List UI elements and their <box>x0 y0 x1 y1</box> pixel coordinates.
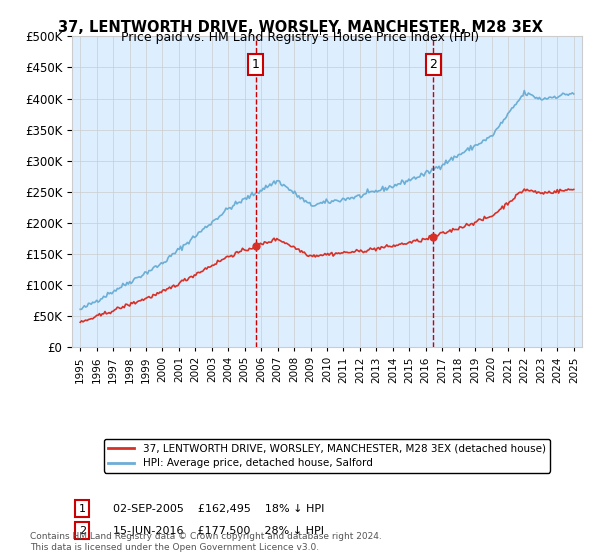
Text: Price paid vs. HM Land Registry's House Price Index (HPI): Price paid vs. HM Land Registry's House … <box>121 31 479 44</box>
Text: 1: 1 <box>252 58 260 71</box>
Text: 2: 2 <box>79 526 86 535</box>
Text: 2: 2 <box>430 58 437 71</box>
Text: 02-SEP-2005    £162,495    18% ↓ HPI: 02-SEP-2005 £162,495 18% ↓ HPI <box>113 504 324 514</box>
Legend: 37, LENTWORTH DRIVE, WORSLEY, MANCHESTER, M28 3EX (detached house), HPI: Average: 37, LENTWORTH DRIVE, WORSLEY, MANCHESTER… <box>104 439 550 473</box>
Text: Contains HM Land Registry data © Crown copyright and database right 2024.
This d: Contains HM Land Registry data © Crown c… <box>30 532 382 552</box>
Text: 37, LENTWORTH DRIVE, WORSLEY, MANCHESTER, M28 3EX: 37, LENTWORTH DRIVE, WORSLEY, MANCHESTER… <box>58 20 542 35</box>
Text: 1: 1 <box>79 504 86 514</box>
Text: 15-JUN-2016    £177,500    28% ↓ HPI: 15-JUN-2016 £177,500 28% ↓ HPI <box>113 526 324 535</box>
